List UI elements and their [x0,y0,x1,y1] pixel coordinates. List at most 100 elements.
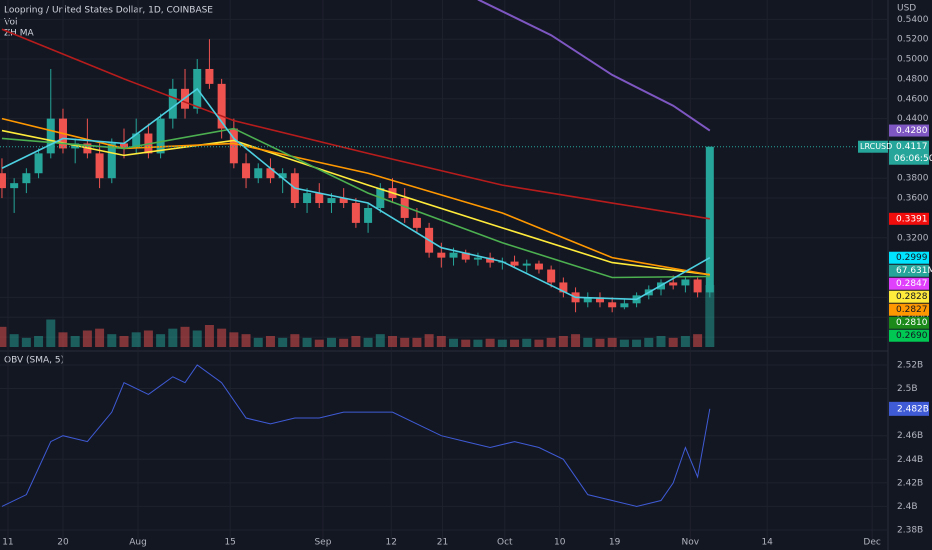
volume-bar [485,338,495,347]
x-tick-label: 19 [609,538,621,548]
volume-bar [595,338,605,347]
price-tag [889,140,929,165]
x-tick-label: 14 [761,538,773,548]
candle-body [595,297,604,303]
candle-body [705,146,714,293]
volume-bar [143,330,153,347]
candle-body [254,168,263,179]
candle-body [22,173,31,184]
volume-bar [168,328,178,347]
candle-body [34,153,43,174]
candle-body [315,193,324,204]
volume-bar [510,339,520,347]
y-tick-label: 2.46B [897,431,923,441]
candle-body [156,118,165,154]
volume-bar [522,338,532,347]
candle-body [132,133,141,149]
price-tag-label: 0.3391 [896,214,928,224]
volume-bar [497,339,507,347]
candle-body [327,198,336,204]
volume-bar [326,337,336,347]
indicator-label: Vol [4,18,17,28]
indicator-label: ZH MA [4,29,35,39]
volume-bar [253,337,263,347]
y-tick-label: 0.4400 [897,114,929,124]
y-tick-label: 2.52B [897,360,923,370]
volume-bar [449,338,459,347]
price-tag-label: 0.2810 [896,318,928,328]
price-tag-label: 0.4117 [896,142,928,152]
volume-bar [241,334,251,347]
volume-bar [619,339,629,347]
obv-title: OBV (SMA, 5) [4,356,64,366]
price-tag [889,212,929,225]
candle-body [522,263,531,266]
volume-bar [583,337,593,347]
volume-bar [632,339,642,347]
candle-body [217,83,226,129]
volume-bar [571,334,581,347]
volume-bar [278,337,288,347]
candle-body [473,257,482,260]
y-tick-label: 2.44B [897,455,923,465]
x-tick-label: Dec [863,538,880,548]
volume-bar [534,339,544,347]
candle-body [205,68,214,84]
candle-body [510,261,519,266]
volume-bar [314,339,324,347]
currency: USD [897,4,916,14]
candle-body [242,163,251,179]
price-tag [889,329,929,342]
volume-bar [546,337,556,347]
symbol-label: LRCUSD [860,142,892,151]
price-tag [889,316,929,329]
candle-body [229,128,238,164]
price-tag [889,277,929,290]
x-tick-label: Oct [497,538,513,548]
candle-body [449,252,458,258]
volume-bar [436,335,446,347]
price-tag-label: 0.2690 [896,331,928,341]
candle-body [669,282,678,286]
volume-bar [302,337,312,347]
candle-body [107,143,116,179]
price-tag [889,264,929,277]
y-tick-label: 2.4B [897,502,918,512]
volume-bar [668,337,678,347]
candle-body [339,198,348,204]
x-tick-label: 10 [554,538,566,548]
candle-body [583,297,592,303]
y-tick-label: 0.3800 [897,174,929,184]
volume-bar [363,337,373,347]
y-tick-label: 0.5400 [897,15,929,25]
x-tick-label: Nov [681,538,699,548]
volume-bar [107,334,117,347]
x-tick-label: 12 [386,538,397,548]
volume-bar [0,326,7,347]
volume-bar [339,338,349,347]
x-tick-label: 21 [437,538,448,548]
volume-bar [607,337,617,347]
volume-bar [82,330,92,347]
volume-bar [119,335,129,347]
candle-body [620,303,629,308]
volume-bar [9,334,19,347]
y-tick-label: 2.5B [897,384,918,394]
volume-bar [131,332,141,347]
candle-body [693,279,702,293]
y-tick-label: 0.5000 [897,55,929,65]
candle-body [534,263,543,270]
candle-body [486,257,495,263]
volume-bar [400,337,410,347]
candle-body [681,279,690,286]
volume-bar [473,339,483,347]
volume-bar [351,335,361,347]
price-tag-label: 0.4280 [896,126,928,136]
volume-bar [705,285,715,347]
candle-body [364,207,373,223]
moving-average [1,129,710,276]
candle-body [559,282,568,293]
price-tag-label: 67.631M [896,266,932,276]
